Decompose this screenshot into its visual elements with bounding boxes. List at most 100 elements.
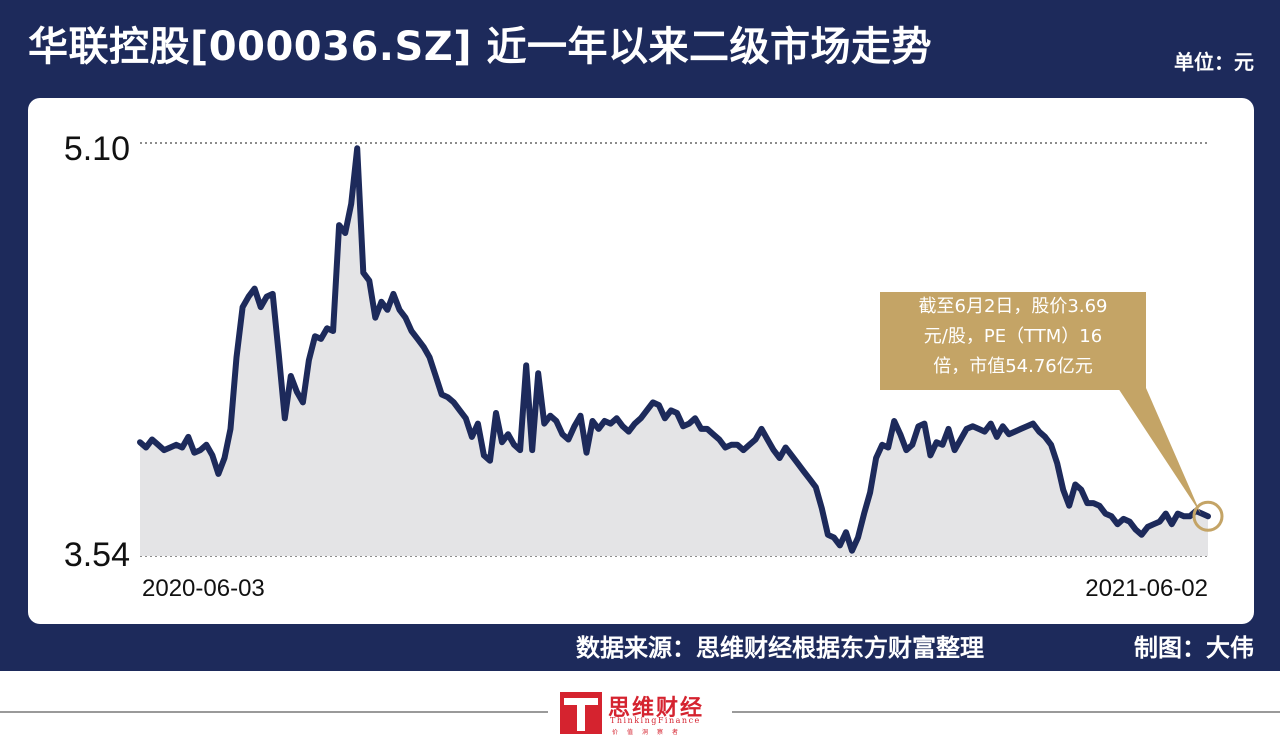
data-point: [644, 407, 650, 413]
price-area: [140, 148, 1208, 557]
data-point: [228, 426, 233, 432]
data-point: [203, 442, 209, 448]
data-point: [698, 426, 704, 432]
logo-icon: [560, 692, 602, 734]
data-point: [940, 442, 945, 448]
data-point: [819, 505, 825, 511]
data-point: [499, 439, 505, 445]
data-point: [372, 315, 378, 321]
data-point: [427, 354, 433, 360]
data-point: [445, 394, 451, 400]
data-point: [837, 542, 843, 548]
data-point: [1199, 511, 1205, 517]
data-point: [704, 426, 710, 432]
data-point: [590, 418, 595, 424]
data-point: [469, 434, 475, 440]
data-point: [318, 336, 324, 342]
data-point: [354, 145, 360, 151]
data-point: [264, 294, 270, 300]
data-point: [511, 442, 517, 448]
data-point: [831, 535, 837, 540]
data-point: [740, 447, 746, 453]
data-point: [179, 445, 185, 450]
data-point: [559, 431, 565, 437]
data-point: [927, 452, 933, 458]
x-label-end: 2021-06-02: [1085, 575, 1208, 602]
data-point: [632, 421, 638, 427]
data-point: [746, 442, 752, 448]
data-point: [994, 434, 1000, 440]
data-point: [855, 535, 861, 540]
data-point: [276, 352, 282, 358]
callout-line-2: 元/股，PE（TTM）16: [923, 326, 1103, 347]
data-point: [879, 442, 885, 448]
data-point: [674, 410, 680, 416]
chart-author: 制图：大伟: [1134, 634, 1254, 662]
data-point: [1018, 426, 1024, 432]
data-point: [1115, 521, 1120, 527]
data-point: [463, 415, 469, 421]
data-point: [608, 421, 614, 427]
price-callout: 截至6月2日，股价3.69 元/股，PE（TTM）16 倍，市值54.76亿元: [880, 292, 1146, 390]
data-point: [692, 415, 698, 421]
y-tick-label-max: 5.10: [64, 130, 130, 168]
data-point: [1187, 513, 1193, 519]
data-point: [571, 423, 577, 429]
data-point: [734, 442, 740, 448]
callout-line-1: 截至6月2日，股价3.69: [918, 296, 1108, 317]
data-point: [885, 445, 891, 450]
data-points: [137, 145, 1211, 554]
data-point: [1133, 527, 1139, 532]
data-point: [143, 445, 149, 450]
data-point: [137, 439, 143, 445]
data-point: [1084, 500, 1090, 506]
data-point: [234, 354, 239, 360]
data-point: [565, 437, 571, 442]
logo-tagline: 价值洞察者: [612, 729, 688, 736]
data-point: [982, 429, 988, 435]
logo-name: 思维财经: [608, 696, 705, 721]
data-point: [1012, 429, 1018, 435]
data-point: [638, 415, 644, 421]
footer-divider-left: [0, 711, 548, 713]
data-point: [161, 447, 167, 453]
data-point: [535, 370, 541, 376]
data-point: [1145, 524, 1151, 530]
chart-frame: 华联控股[000036.SZ] 近一年以来二级市场走势 单位：元 5.10 3.…: [0, 0, 1280, 671]
data-point: [813, 484, 819, 490]
data-point: [1006, 431, 1012, 437]
data-point: [378, 299, 384, 305]
data-point: [348, 201, 354, 207]
data-point: [475, 421, 481, 427]
data-point: [342, 230, 348, 236]
data-point: [312, 333, 318, 339]
data-point: [209, 452, 215, 458]
data-point: [294, 389, 300, 395]
data-point: [728, 442, 734, 448]
data-point: [149, 437, 155, 442]
data-point: [1090, 500, 1096, 506]
data-point: [807, 476, 813, 482]
data-point: [451, 399, 457, 405]
data-point: [716, 437, 722, 442]
y-tick-label-min: 3.54: [64, 536, 130, 574]
logo-english: ThinkingFinance: [610, 716, 701, 725]
data-point: [185, 434, 191, 440]
data-point: [1109, 513, 1114, 519]
data-point: [1169, 521, 1175, 527]
data-point: [849, 548, 855, 554]
data-point: [493, 410, 499, 416]
data-point: [783, 445, 789, 450]
data-point: [795, 460, 801, 466]
data-point: [324, 325, 330, 331]
data-point: [668, 407, 674, 413]
data-point: [1139, 532, 1145, 538]
data-point: [481, 452, 487, 458]
data-point: [686, 421, 692, 427]
data-point: [300, 399, 306, 405]
data-point: [390, 291, 396, 297]
data-point: [421, 344, 427, 350]
data-point: [1000, 423, 1006, 429]
data-point: [215, 471, 221, 477]
callout-line-3: 倍，市值54.76亿元: [933, 356, 1093, 377]
